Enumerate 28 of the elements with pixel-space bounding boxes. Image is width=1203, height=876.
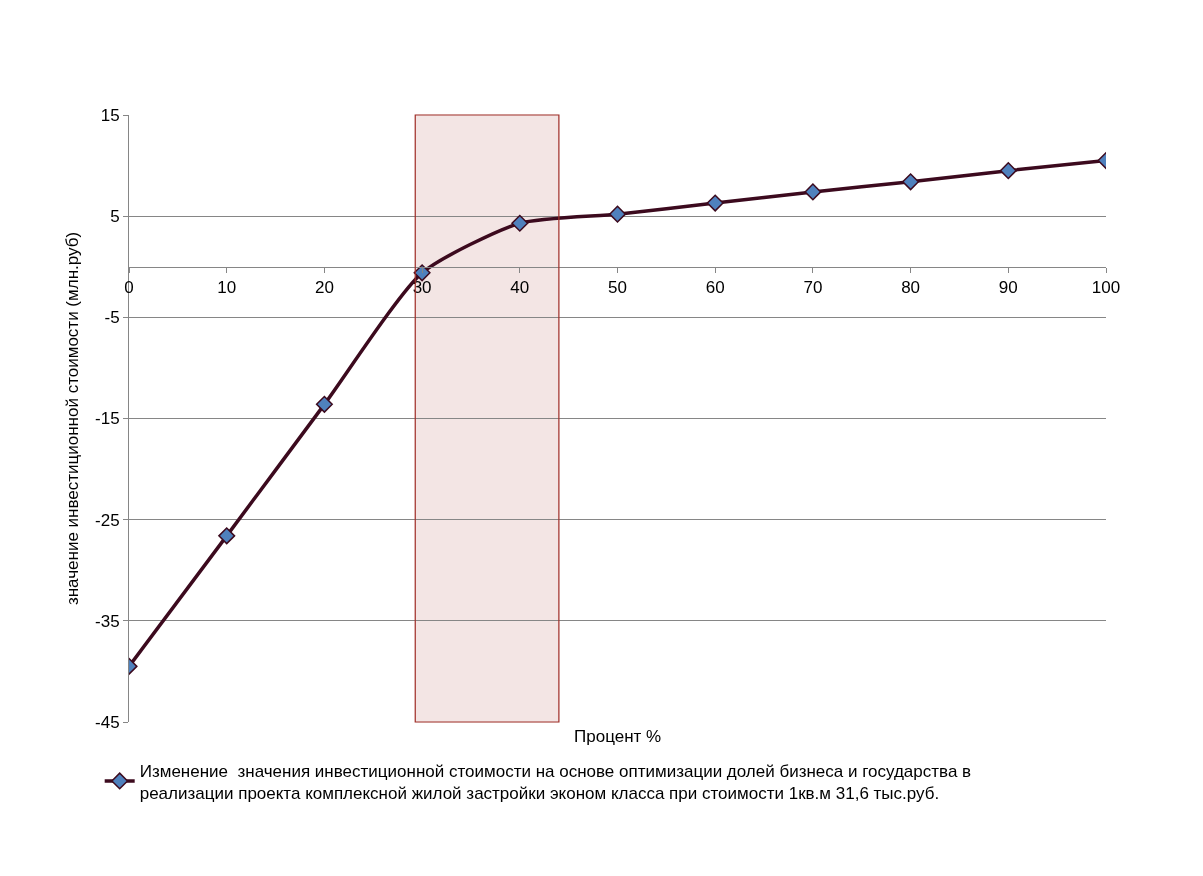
x-tick-label: 80	[901, 278, 921, 298]
point	[902, 173, 920, 191]
y-tick-label: 5	[110, 207, 120, 227]
y-tick-label: -15	[95, 409, 120, 429]
x-tick-label: 0	[124, 278, 134, 298]
x-tick-label: 10	[217, 278, 237, 298]
x-tick-label: 20	[314, 278, 334, 298]
y-tick-label: 15	[100, 105, 120, 125]
point	[706, 194, 724, 212]
x-tick-label: 100	[1091, 278, 1121, 298]
x-tick-label: 50	[608, 278, 627, 298]
legend-label: Изменение значения инвестиционной стоимости на основе оптимизации долей бизнеса и государства в реализации проекта комплексной жилой застройки эконом класса при стоимости 1кв.м 31,6 тыс.руб.	[139, 761, 972, 803]
y-tick-label: -25	[95, 510, 120, 530]
point	[608, 205, 627, 223]
x-tick-label: 70	[803, 278, 823, 298]
y-tick-label: -5	[104, 308, 120, 328]
point	[999, 162, 1017, 180]
x-tick-label: 60	[705, 278, 725, 298]
point	[804, 183, 822, 201]
x-tick-label: 90	[998, 278, 1018, 298]
y-tick-label: -35	[95, 611, 120, 631]
x-tick-label: 40	[510, 278, 530, 298]
point	[511, 214, 529, 232]
y-tick-label: -45	[95, 712, 120, 732]
y-axis-title: значение инвестиционной стоимости (млн.руб)	[62, 231, 82, 606]
x-axis-title: Процент %	[574, 727, 662, 746]
point	[315, 395, 333, 413]
point	[218, 527, 236, 545]
